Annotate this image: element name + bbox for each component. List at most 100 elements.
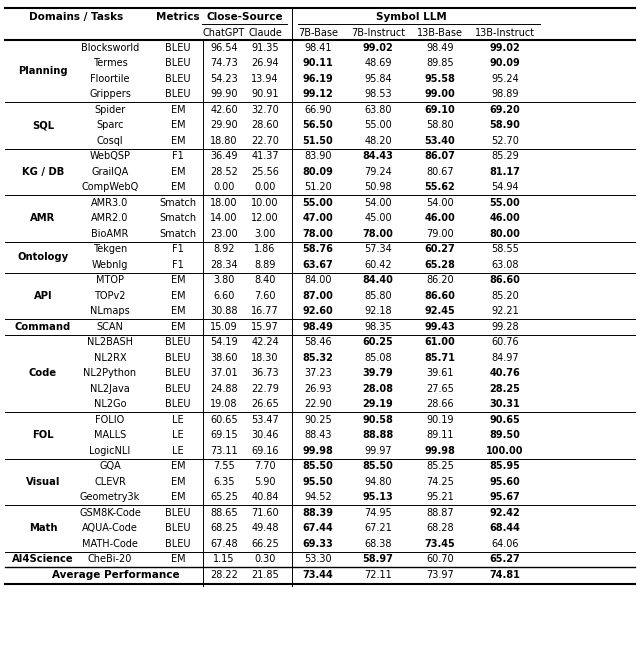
Text: 89.85: 89.85 — [426, 58, 454, 68]
Text: 89.50: 89.50 — [490, 430, 520, 440]
Text: 28.22: 28.22 — [210, 570, 238, 581]
Text: F1: F1 — [172, 260, 184, 270]
Text: Blocksworld: Blocksworld — [81, 43, 139, 53]
Text: 38.60: 38.60 — [211, 353, 237, 363]
Text: 99.02: 99.02 — [490, 43, 520, 53]
Text: 42.60: 42.60 — [210, 105, 238, 115]
Text: BLEU: BLEU — [165, 539, 191, 549]
Text: 64.06: 64.06 — [492, 539, 519, 549]
Text: 81.17: 81.17 — [490, 167, 520, 177]
Text: 48.20: 48.20 — [364, 136, 392, 146]
Text: 90.25: 90.25 — [304, 415, 332, 424]
Text: 36.73: 36.73 — [251, 368, 279, 378]
Text: 58.46: 58.46 — [304, 337, 332, 347]
Text: BLEU: BLEU — [165, 353, 191, 363]
Text: 21.85: 21.85 — [251, 570, 279, 581]
Text: 55.62: 55.62 — [424, 182, 456, 192]
Text: 69.10: 69.10 — [424, 105, 456, 115]
Text: Cosql: Cosql — [97, 136, 124, 146]
Text: 46.00: 46.00 — [424, 214, 456, 223]
Text: 28.08: 28.08 — [362, 383, 394, 394]
Text: 26.94: 26.94 — [251, 58, 279, 68]
Text: 28.52: 28.52 — [210, 167, 238, 177]
Text: 27.65: 27.65 — [426, 383, 454, 394]
Text: Smatch: Smatch — [159, 229, 196, 239]
Text: 36.49: 36.49 — [211, 151, 237, 161]
Text: NL2Java: NL2Java — [90, 383, 130, 394]
Text: 65.27: 65.27 — [490, 554, 520, 564]
Text: FOLIO: FOLIO — [95, 415, 125, 424]
Text: 26.65: 26.65 — [251, 399, 279, 409]
Text: 63.80: 63.80 — [364, 105, 392, 115]
Text: 8.89: 8.89 — [254, 260, 276, 270]
Text: 99.98: 99.98 — [303, 446, 333, 456]
Text: 51.50: 51.50 — [303, 136, 333, 146]
Text: 54.00: 54.00 — [364, 198, 392, 208]
Text: 3.00: 3.00 — [254, 229, 276, 239]
Text: 32.70: 32.70 — [251, 105, 279, 115]
Text: ChatGPT: ChatGPT — [203, 28, 245, 38]
Text: EM: EM — [171, 462, 186, 471]
Text: 53.47: 53.47 — [251, 415, 279, 424]
Text: 8.40: 8.40 — [254, 275, 276, 285]
Text: 92.21: 92.21 — [491, 306, 519, 316]
Text: 80.09: 80.09 — [303, 167, 333, 177]
Text: 65.25: 65.25 — [210, 492, 238, 503]
Text: 58.55: 58.55 — [491, 244, 519, 255]
Text: 96.19: 96.19 — [303, 74, 333, 84]
Text: 94.80: 94.80 — [364, 477, 392, 487]
Text: Planning: Planning — [18, 66, 68, 76]
Text: 22.70: 22.70 — [251, 136, 279, 146]
Text: LE: LE — [172, 446, 184, 456]
Text: 98.41: 98.41 — [304, 43, 332, 53]
Text: Math: Math — [29, 523, 57, 533]
Text: NL2Go: NL2Go — [93, 399, 126, 409]
Text: KG / DB: KG / DB — [22, 167, 64, 177]
Text: 67.44: 67.44 — [303, 523, 333, 533]
Text: 18.30: 18.30 — [252, 353, 279, 363]
Text: 99.43: 99.43 — [424, 322, 456, 332]
Text: 13B-Base: 13B-Base — [417, 28, 463, 38]
Text: 24.88: 24.88 — [210, 383, 238, 394]
Text: 58.76: 58.76 — [303, 244, 333, 255]
Text: 7.60: 7.60 — [254, 291, 276, 301]
Text: 95.21: 95.21 — [426, 492, 454, 503]
Text: 6.35: 6.35 — [213, 477, 235, 487]
Text: 14.00: 14.00 — [211, 214, 237, 223]
Text: 28.66: 28.66 — [426, 399, 454, 409]
Text: 98.89: 98.89 — [492, 89, 519, 99]
Text: 0.30: 0.30 — [254, 554, 276, 564]
Text: 61.00: 61.00 — [424, 337, 456, 347]
Text: 8.92: 8.92 — [213, 244, 235, 255]
Text: Grippers: Grippers — [89, 89, 131, 99]
Text: GrailQA: GrailQA — [92, 167, 129, 177]
Text: 80.67: 80.67 — [426, 167, 454, 177]
Text: 85.50: 85.50 — [303, 462, 333, 471]
Text: 68.38: 68.38 — [364, 539, 392, 549]
Text: SQL: SQL — [32, 120, 54, 130]
Text: EM: EM — [171, 477, 186, 487]
Text: 92.42: 92.42 — [490, 508, 520, 518]
Text: 68.28: 68.28 — [426, 523, 454, 533]
Text: 60.27: 60.27 — [424, 244, 456, 255]
Text: 18.00: 18.00 — [211, 198, 237, 208]
Text: FOL: FOL — [32, 430, 54, 440]
Text: 90.91: 90.91 — [252, 89, 279, 99]
Text: 22.79: 22.79 — [251, 383, 279, 394]
Text: 66.25: 66.25 — [251, 539, 279, 549]
Text: 71.60: 71.60 — [251, 508, 279, 518]
Text: 95.24: 95.24 — [491, 74, 519, 84]
Text: Geometry3k: Geometry3k — [80, 492, 140, 503]
Text: 73.45: 73.45 — [424, 539, 456, 549]
Text: BLEU: BLEU — [165, 523, 191, 533]
Text: 90.09: 90.09 — [490, 58, 520, 68]
Text: 30.46: 30.46 — [252, 430, 279, 440]
Text: 79.24: 79.24 — [364, 167, 392, 177]
Text: 85.50: 85.50 — [363, 462, 394, 471]
Text: 16.77: 16.77 — [251, 306, 279, 316]
Text: 69.16: 69.16 — [252, 446, 279, 456]
Text: 45.00: 45.00 — [364, 214, 392, 223]
Text: 53.30: 53.30 — [304, 554, 332, 564]
Text: 98.49: 98.49 — [426, 43, 454, 53]
Text: 85.25: 85.25 — [426, 462, 454, 471]
